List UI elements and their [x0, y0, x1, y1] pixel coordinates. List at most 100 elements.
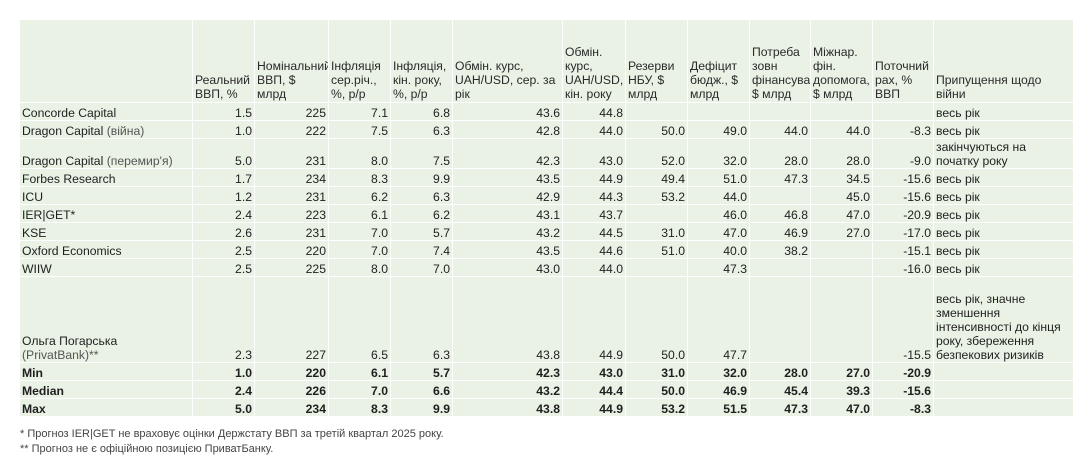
forecaster-name-cell: Dragon Capital (перемир'я)	[20, 139, 193, 169]
value-cell	[811, 277, 873, 363]
value-cell: 44.9	[563, 169, 626, 187]
value-cell: -15.6	[873, 169, 934, 187]
table-row: KSE 2.6 231 7.0 5.7 43.2 44.5 31.0 47.0 46.9 27.0-…	[20, 223, 1074, 241]
value-cell: 38.2	[750, 241, 811, 259]
forecaster-name-cell: Concorde Capital	[20, 103, 193, 121]
forecaster-name-cell: ICU	[20, 187, 193, 205]
header-cell: Резерви НБУ, $ млрд	[626, 20, 688, 103]
summary-value-cell: 220	[255, 363, 329, 381]
value-cell: 34.5	[811, 169, 873, 187]
summary-value-cell: 53.2	[626, 399, 688, 417]
value-cell: -17.0	[873, 223, 934, 241]
table-body: Concorde Capital 1.5 225 7.1 6.8 43.6 44.8 весь…	[20, 103, 1074, 417]
value-cell: 234	[255, 169, 329, 187]
value-cell: 44.5	[563, 223, 626, 241]
value-cell: 2.5	[193, 241, 255, 259]
forecaster-name: Dragon Capital	[22, 124, 104, 138]
assumption-cell: весь рік	[934, 103, 1074, 121]
value-cell: 223	[255, 205, 329, 223]
value-cell	[811, 241, 873, 259]
value-cell: 42.9	[453, 187, 563, 205]
header-cell: Дефіцит бюдж., $ млрд	[688, 20, 750, 103]
summary-value-cell: 6.1	[329, 363, 391, 381]
value-cell: -15.5	[873, 277, 934, 363]
value-cell: 42.8	[453, 121, 563, 139]
header-cell: Інфляція, кін. року, %, р/р	[391, 20, 453, 103]
value-cell: 2.5	[193, 259, 255, 277]
value-cell	[750, 277, 811, 363]
value-cell: 44.0	[811, 121, 873, 139]
value-cell	[626, 205, 688, 223]
value-cell: 8.0	[329, 139, 391, 169]
value-cell: -16.0	[873, 259, 934, 277]
value-cell: 44.3	[563, 187, 626, 205]
header-cell: Міжнар. фін. допомога, $ млрд	[811, 20, 873, 103]
summary-value-cell: 5.0	[193, 399, 255, 417]
assumption-cell: весь рік	[934, 187, 1074, 205]
header-cell: Реальний ВВП, %	[193, 20, 255, 103]
value-cell: 7.5	[329, 121, 391, 139]
forecaster-name: KSE	[22, 226, 47, 240]
forecaster-name: Dragon Capital	[22, 154, 104, 168]
value-cell: 43.1	[453, 205, 563, 223]
summary-value-cell: -15.6	[873, 381, 934, 399]
assumption-cell: весь рік	[934, 223, 1074, 241]
summary-label: Min	[20, 363, 193, 381]
value-cell	[873, 103, 934, 121]
value-cell: 1.0	[193, 121, 255, 139]
summary-value-cell: 47.3	[750, 399, 811, 417]
value-cell: 43.6	[453, 103, 563, 121]
summary-value-cell: 27.0	[811, 363, 873, 381]
value-cell: 28.0	[811, 139, 873, 169]
assumption-cell: закінчуються на початку року	[934, 139, 1074, 169]
forecast-table-container: Реальний ВВП, % Номінальний ВВП, $ млрд …	[20, 20, 1074, 417]
value-cell: 43.0	[563, 139, 626, 169]
value-cell: 2.4	[193, 205, 255, 223]
summary-value-cell: 44.9	[563, 399, 626, 417]
summary-value-cell: 39.3	[811, 381, 873, 399]
table-row: WIIW 2.5 225 8.0 7.0 43.0 44.0 47.3 -16.0 весь рі…	[20, 259, 1074, 277]
value-cell: 46.0	[688, 205, 750, 223]
value-cell	[750, 103, 811, 121]
header-cell: Інфляція сер.річ., %, р/р	[329, 20, 391, 103]
summary-value-cell: 6.6	[391, 381, 453, 399]
value-cell: 7.5	[391, 139, 453, 169]
value-cell: 43.0	[453, 259, 563, 277]
summary-value-cell: 43.0	[563, 363, 626, 381]
value-cell: 44.0	[688, 187, 750, 205]
value-cell: 50.0	[626, 121, 688, 139]
value-cell: 231	[255, 187, 329, 205]
table-row: Ольга Погарська (PrivatBank)** 2.3 227 6.5 6.…	[20, 277, 1074, 363]
value-cell	[750, 187, 811, 205]
summary-value-cell: 44.4	[563, 381, 626, 399]
forecaster-scenario: (війна)	[106, 124, 145, 138]
value-cell: -8.3	[873, 121, 934, 139]
value-cell: 1.5	[193, 103, 255, 121]
value-cell	[811, 259, 873, 277]
value-cell: 6.8	[391, 103, 453, 121]
value-cell	[626, 259, 688, 277]
table-row: Dragon Capital (війна) 1.0 222 7.5 6.3 42.8 44…	[20, 121, 1074, 139]
summary-value-cell: 28.0	[750, 363, 811, 381]
assumption-cell: весь рік	[934, 241, 1074, 259]
forecaster-name: WIIW	[22, 262, 52, 276]
forecaster-scenario: (перемир'я)	[106, 154, 173, 168]
footnote: ** Прогноз не є офіційною позицією Прива…	[20, 443, 274, 455]
value-cell: 7.0	[329, 241, 391, 259]
value-cell: 6.2	[391, 205, 453, 223]
summary-label: Median	[20, 381, 193, 399]
summary-value-cell: 2.4	[193, 381, 255, 399]
value-cell: 43.5	[453, 241, 563, 259]
value-cell: 53.2	[626, 187, 688, 205]
table-row: Oxford Economics 2.5 220 7.0 7.4 43.5 44.6 51.0…	[20, 241, 1074, 259]
value-cell	[626, 103, 688, 121]
value-cell: 7.0	[391, 259, 453, 277]
value-cell: 52.0	[626, 139, 688, 169]
value-cell: 7.0	[329, 223, 391, 241]
summary-value-cell: 9.9	[391, 399, 453, 417]
summary-value-cell: 234	[255, 399, 329, 417]
value-cell: 2.3	[193, 277, 255, 363]
value-cell: 231	[255, 223, 329, 241]
summary-value-cell: 43.2	[453, 381, 563, 399]
value-cell: 44.0	[750, 121, 811, 139]
